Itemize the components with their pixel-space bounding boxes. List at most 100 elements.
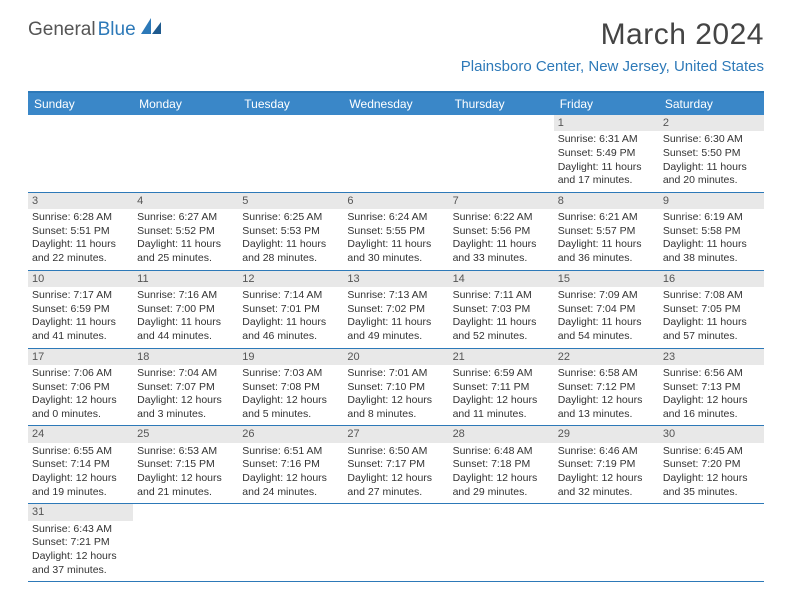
day-info-line: Sunset: 5:53 PM bbox=[242, 225, 339, 239]
day-number: 3 bbox=[28, 193, 133, 209]
day-cell bbox=[554, 504, 659, 581]
day-number: 14 bbox=[449, 271, 554, 287]
day-info-line: Sunrise: 7:17 AM bbox=[32, 289, 129, 303]
day-info-line: Sunset: 7:12 PM bbox=[558, 381, 655, 395]
day-info-line: Daylight: 12 hours bbox=[32, 394, 129, 408]
day-info-line: and 36 minutes. bbox=[558, 252, 655, 266]
day-info-line: and 33 minutes. bbox=[453, 252, 550, 266]
day-info-line: Sunset: 5:52 PM bbox=[137, 225, 234, 239]
day-cell: 26Sunrise: 6:51 AMSunset: 7:16 PMDayligh… bbox=[238, 426, 343, 503]
day-info-line: Sunset: 7:18 PM bbox=[453, 458, 550, 472]
day-info-line: Sunset: 7:00 PM bbox=[137, 303, 234, 317]
day-header-thu: Thursday bbox=[449, 93, 554, 115]
day-info-line: and 21 minutes. bbox=[137, 486, 234, 500]
day-info-line: Sunrise: 7:16 AM bbox=[137, 289, 234, 303]
day-info-line: Daylight: 12 hours bbox=[347, 472, 444, 486]
week-row: 17Sunrise: 7:06 AMSunset: 7:06 PMDayligh… bbox=[28, 349, 764, 427]
day-info-line: Sunrise: 6:56 AM bbox=[663, 367, 760, 381]
day-number: 19 bbox=[238, 349, 343, 365]
day-header-wed: Wednesday bbox=[343, 93, 448, 115]
brand-part1: General bbox=[28, 19, 96, 41]
day-info-line: and 11 minutes. bbox=[453, 408, 550, 422]
day-number: 23 bbox=[659, 349, 764, 365]
day-info-line: Daylight: 11 hours bbox=[663, 238, 760, 252]
day-cell bbox=[133, 504, 238, 581]
day-info-line: Sunrise: 7:04 AM bbox=[137, 367, 234, 381]
day-info-line: Daylight: 11 hours bbox=[242, 316, 339, 330]
day-info-line: and 5 minutes. bbox=[242, 408, 339, 422]
day-info-line: Daylight: 11 hours bbox=[32, 316, 129, 330]
month-title: March 2024 bbox=[461, 18, 764, 52]
day-info-line: Daylight: 12 hours bbox=[453, 394, 550, 408]
day-header-sat: Saturday bbox=[659, 93, 764, 115]
day-number: 26 bbox=[238, 426, 343, 442]
day-number: 27 bbox=[343, 426, 448, 442]
title-block: March 2024 Plainsboro Center, New Jersey… bbox=[461, 18, 764, 75]
day-info-line: Sunrise: 6:48 AM bbox=[453, 445, 550, 459]
day-info-line: Sunrise: 6:58 AM bbox=[558, 367, 655, 381]
day-info-line: Daylight: 11 hours bbox=[453, 316, 550, 330]
day-info-line: Daylight: 11 hours bbox=[663, 316, 760, 330]
day-info-line: and 24 minutes. bbox=[242, 486, 339, 500]
day-cell: 14Sunrise: 7:11 AMSunset: 7:03 PMDayligh… bbox=[449, 271, 554, 348]
day-info-line: Daylight: 11 hours bbox=[663, 161, 760, 175]
day-info-line: Sunset: 6:59 PM bbox=[32, 303, 129, 317]
day-info-line: and 29 minutes. bbox=[453, 486, 550, 500]
day-number: 22 bbox=[554, 349, 659, 365]
day-cell: 12Sunrise: 7:14 AMSunset: 7:01 PMDayligh… bbox=[238, 271, 343, 348]
day-info-line: Daylight: 12 hours bbox=[453, 472, 550, 486]
day-cell: 31Sunrise: 6:43 AMSunset: 7:21 PMDayligh… bbox=[28, 504, 133, 581]
week-row: 31Sunrise: 6:43 AMSunset: 7:21 PMDayligh… bbox=[28, 504, 764, 582]
day-cell: 8Sunrise: 6:21 AMSunset: 5:57 PMDaylight… bbox=[554, 193, 659, 270]
day-info-line: and 44 minutes. bbox=[137, 330, 234, 344]
day-info-line: Sunset: 7:11 PM bbox=[453, 381, 550, 395]
day-info-line: Sunrise: 6:22 AM bbox=[453, 211, 550, 225]
day-info-line: and 38 minutes. bbox=[663, 252, 760, 266]
day-info-line: Sunrise: 7:09 AM bbox=[558, 289, 655, 303]
day-info-line: and 37 minutes. bbox=[32, 564, 129, 578]
day-info-line: Sunrise: 7:11 AM bbox=[453, 289, 550, 303]
day-info-line: Sunset: 7:21 PM bbox=[32, 536, 129, 550]
day-cell: 3Sunrise: 6:28 AMSunset: 5:51 PMDaylight… bbox=[28, 193, 133, 270]
day-cell: 11Sunrise: 7:16 AMSunset: 7:00 PMDayligh… bbox=[133, 271, 238, 348]
day-cell: 9Sunrise: 6:19 AMSunset: 5:58 PMDaylight… bbox=[659, 193, 764, 270]
day-info-line: Sunrise: 6:31 AM bbox=[558, 133, 655, 147]
day-number: 20 bbox=[343, 349, 448, 365]
day-cell: 30Sunrise: 6:45 AMSunset: 7:20 PMDayligh… bbox=[659, 426, 764, 503]
day-number: 12 bbox=[238, 271, 343, 287]
day-info-line: Daylight: 11 hours bbox=[137, 238, 234, 252]
day-cell: 27Sunrise: 6:50 AMSunset: 7:17 PMDayligh… bbox=[343, 426, 448, 503]
day-cell: 6Sunrise: 6:24 AMSunset: 5:55 PMDaylight… bbox=[343, 193, 448, 270]
day-cell bbox=[449, 504, 554, 581]
day-info-line: and 54 minutes. bbox=[558, 330, 655, 344]
day-info-line: Sunrise: 7:08 AM bbox=[663, 289, 760, 303]
day-number: 24 bbox=[28, 426, 133, 442]
day-info-line: and 57 minutes. bbox=[663, 330, 760, 344]
day-number: 30 bbox=[659, 426, 764, 442]
day-info-line: Sunset: 5:50 PM bbox=[663, 147, 760, 161]
day-info-line: and 19 minutes. bbox=[32, 486, 129, 500]
day-header-fri: Friday bbox=[554, 93, 659, 115]
calendar: Sunday Monday Tuesday Wednesday Thursday… bbox=[28, 91, 764, 582]
day-cell: 23Sunrise: 6:56 AMSunset: 7:13 PMDayligh… bbox=[659, 349, 764, 426]
day-header-sun: Sunday bbox=[28, 93, 133, 115]
day-number: 25 bbox=[133, 426, 238, 442]
day-number: 8 bbox=[554, 193, 659, 209]
day-info-line: and 41 minutes. bbox=[32, 330, 129, 344]
day-header-row: Sunday Monday Tuesday Wednesday Thursday… bbox=[28, 93, 764, 115]
day-info-line: Sunset: 7:07 PM bbox=[137, 381, 234, 395]
day-info-line: and 25 minutes. bbox=[137, 252, 234, 266]
day-info-line: Sunset: 7:06 PM bbox=[32, 381, 129, 395]
day-info-line: Sunrise: 7:06 AM bbox=[32, 367, 129, 381]
day-number: 5 bbox=[238, 193, 343, 209]
day-cell: 17Sunrise: 7:06 AMSunset: 7:06 PMDayligh… bbox=[28, 349, 133, 426]
day-info-line: Daylight: 12 hours bbox=[32, 472, 129, 486]
week-row: 10Sunrise: 7:17 AMSunset: 6:59 PMDayligh… bbox=[28, 271, 764, 349]
day-info-line: Sunrise: 6:55 AM bbox=[32, 445, 129, 459]
day-info-line: Sunset: 7:13 PM bbox=[663, 381, 760, 395]
day-info-line: and 28 minutes. bbox=[242, 252, 339, 266]
day-info-line: Sunset: 7:10 PM bbox=[347, 381, 444, 395]
day-number: 16 bbox=[659, 271, 764, 287]
day-cell: 19Sunrise: 7:03 AMSunset: 7:08 PMDayligh… bbox=[238, 349, 343, 426]
weeks-container: 1Sunrise: 6:31 AMSunset: 5:49 PMDaylight… bbox=[28, 115, 764, 582]
